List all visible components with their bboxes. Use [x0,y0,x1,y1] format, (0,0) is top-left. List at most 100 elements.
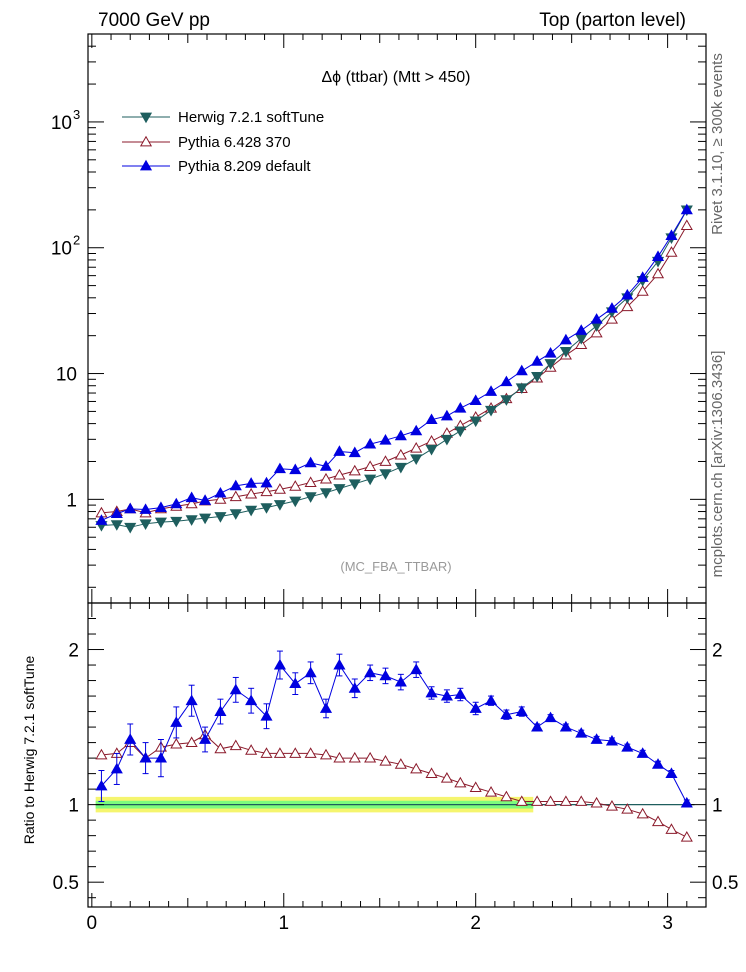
ratio-data-point [454,776,467,788]
data-point [214,493,227,504]
data-point [185,491,198,503]
ratio-data-point [273,658,286,670]
legend: Herwig 7.2.1 softTune Pythia 6.428 370 Pyt… [122,109,324,175]
ratio-data-point [559,795,572,806]
ratio-data-point [665,823,678,834]
data-point [260,503,273,514]
ratio-data-point [379,669,392,681]
ratio-data-point [575,795,588,806]
ratio-data-point [605,734,619,746]
ratio-data-point [500,708,513,720]
data-point [229,479,242,491]
data-point [348,464,361,476]
data-point [559,346,572,358]
y-tick-label: 2 [68,641,79,662]
data-point [544,347,557,358]
data-point [379,469,392,480]
ratio-data-point [469,781,482,792]
ratio-series-pythia-8-209-default [95,650,693,808]
ratio-data-point [394,758,407,769]
ratio-data-point [440,689,453,701]
x-tick-label: 1 [278,913,289,934]
ratio-y-axis-label: Ratio to Herwig 7.2.1 softTune [21,655,37,844]
ratio-data-point [289,747,302,758]
data-point [364,460,377,472]
ratio-data-point [651,758,665,769]
ratio-data-point [651,815,665,827]
data-point [124,522,137,534]
ratio-data-point [665,767,678,779]
data-point [544,359,557,370]
ratio-data-point [500,790,513,802]
data-point [214,486,227,498]
y-tick-label: 10 [56,365,77,386]
ratio-data-point [515,795,528,806]
data-point [621,288,634,300]
ratio-data-point [170,737,183,749]
data-point [454,426,467,438]
data-point [273,500,286,511]
data-point [319,488,333,499]
data-point [364,474,377,486]
legend-label: Pythia 8.209 default [178,158,311,175]
data-point [636,285,649,296]
ratio-data-point [348,682,361,693]
data-point [531,371,544,383]
series-line [101,209,688,521]
data-point [289,463,302,475]
ratio-data-point [124,733,137,744]
data-point [394,462,407,474]
legend-marker [139,159,153,171]
data-point [590,326,603,338]
ratio-data-point [394,675,407,687]
ratio-data-point [575,727,588,738]
analysis-watermark: (MC_FBA_TTBAR) [340,559,451,574]
data-point [515,364,528,376]
data-point [348,446,361,458]
series-line [101,209,688,528]
data-point [500,375,513,387]
ratio-data-point [139,751,152,763]
legend-marker [139,112,153,124]
data-point [379,455,392,466]
ratio-data-point [229,683,242,695]
data-point [440,434,453,446]
ratio-data-point [379,754,392,766]
ratio-data-point [621,803,634,814]
ratio-data-point [590,796,603,808]
legend-label: Pythia 6.428 370 [178,134,291,151]
series-pythia-8-209-default [95,203,693,525]
ratio-data-point [245,744,258,755]
data-point [319,460,333,471]
ratio-data-point [544,711,557,723]
data-point [289,496,302,508]
ratio-data-point [110,762,123,774]
ratio-data-point [319,702,333,713]
header-left-label: 7000 GeV pp [98,10,210,31]
data-point [333,445,346,456]
data-point [425,434,438,446]
ratio-data-point [260,710,273,721]
ratio-plot-frame [87,602,707,908]
ratio-data-point [214,742,227,754]
ratio-data-point [289,677,302,689]
data-point [185,497,198,509]
y-tick-exponent: 3 [73,107,80,122]
data-point [636,271,649,282]
ratio-data-point [304,747,317,758]
ratio-data-point [454,688,467,699]
data-point [469,394,482,405]
y-tick-label-right: 1 [712,796,723,817]
ratio-data-point [469,702,482,713]
data-point [621,300,634,312]
data-point [665,229,678,240]
ratio-data-point [95,748,108,760]
ratio-data-point [364,666,377,678]
data-point [214,512,227,523]
mcplots-label: mcplots.cern.ch [arXiv:1306.3436] [709,351,726,578]
header-right-label: Top (parton level) [539,10,686,31]
ratio-data-point [364,751,377,763]
data-point [651,250,665,262]
ratio-data-point [484,786,498,797]
